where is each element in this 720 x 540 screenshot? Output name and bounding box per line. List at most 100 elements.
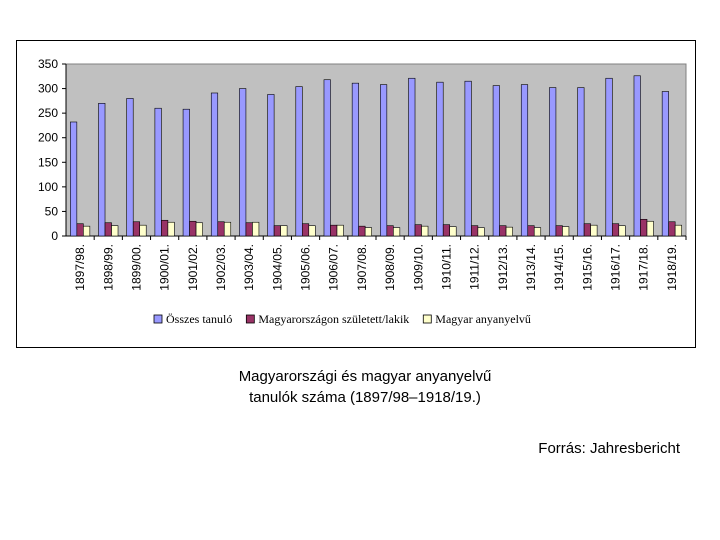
bar-1 <box>520 84 529 237</box>
legend-swatch <box>422 314 432 324</box>
bar-3 <box>83 225 91 237</box>
bar-2 <box>273 225 281 237</box>
x-tick-label: 1911/12. <box>468 244 482 290</box>
bar-2 <box>499 225 507 237</box>
x-tick-label: 1898/99. <box>101 244 115 291</box>
bar-1 <box>492 85 500 237</box>
y-tick-label: 350 <box>38 57 58 71</box>
bar-3 <box>590 224 598 237</box>
bar-3 <box>336 224 344 237</box>
bar-1 <box>605 77 613 237</box>
x-tick-label: 1910/11. <box>439 244 453 290</box>
bar-1 <box>98 103 106 237</box>
bar-1 <box>436 81 444 237</box>
bar-1 <box>464 80 472 237</box>
bar-2 <box>640 218 648 237</box>
bar-3 <box>533 227 542 237</box>
bar-2 <box>555 225 563 237</box>
bar-3 <box>646 220 654 237</box>
bar-2 <box>471 225 479 237</box>
bar-2 <box>414 224 422 237</box>
bar-2 <box>76 223 84 237</box>
bar-1 <box>380 84 388 237</box>
bar-1 <box>661 91 669 237</box>
y-tick-label: 150 <box>38 155 58 169</box>
x-tick-label: 1904/05. <box>270 244 284 291</box>
bar-2 <box>527 225 535 237</box>
bar-3 <box>562 226 570 237</box>
bar-3 <box>111 225 119 237</box>
y-tick-label: 300 <box>38 82 58 96</box>
bar-1 <box>323 79 331 237</box>
bar-3 <box>308 225 316 237</box>
bar-2 <box>104 222 112 237</box>
bar-3 <box>364 227 372 237</box>
caption-line-1: Magyarországi és magyar anyanyelvű <box>238 368 492 385</box>
bar-2 <box>611 223 620 237</box>
bar-1 <box>351 82 359 237</box>
bar-1 <box>70 121 78 237</box>
source-note: Forrás: Jahresbericht <box>538 440 680 457</box>
bar-2 <box>358 225 366 237</box>
x-tick-label: 1909/10. <box>411 244 425 291</box>
bar-1 <box>549 87 557 237</box>
bar-3 <box>195 222 203 237</box>
bar-1 <box>295 86 303 237</box>
bar-3 <box>280 225 288 237</box>
bar-2 <box>189 220 197 237</box>
bar-3 <box>505 226 513 237</box>
x-tick-label: 1906/07. <box>327 244 341 291</box>
bar-2 <box>386 225 394 237</box>
bar-2 <box>442 224 451 237</box>
bar-2 <box>583 223 591 237</box>
bar-3 <box>618 225 626 237</box>
bar-2 <box>161 219 169 237</box>
x-tick-label: 1907/08. <box>355 244 369 291</box>
x-tick-label: 1897/98. <box>73 244 87 291</box>
caption-line-2: tanulók száma (1897/98–1918/19.) <box>249 389 481 406</box>
bar-3 <box>674 224 682 237</box>
x-tick-label: 1901/02. <box>186 244 200 291</box>
legend-label: Összes tanuló <box>166 312 232 326</box>
bar-1 <box>633 75 641 237</box>
bar-3 <box>393 227 401 237</box>
x-tick-label: 1899/00. <box>129 244 143 291</box>
bar-1 <box>577 87 585 237</box>
bar-chart: 0 50 100 150 200 250 300 350 1897/98. 1898/99. 189… <box>16 40 696 348</box>
bar-3 <box>223 221 232 237</box>
x-tick-label: 1908/09. <box>383 244 397 291</box>
bar-2 <box>668 221 676 237</box>
chart-container: 0 50 100 150 200 250 300 350 1897/98. 1898/99. 189… <box>16 40 696 348</box>
x-tick-label: 1912/13. <box>496 244 510 291</box>
bar-3 <box>449 226 457 237</box>
bar-3 <box>167 221 175 237</box>
bar-1 <box>154 107 162 237</box>
x-tick-label: 1900/01. <box>158 244 172 291</box>
y-tick-label: 100 <box>38 180 58 194</box>
bar-1 <box>408 77 416 237</box>
bar-3 <box>421 225 429 237</box>
x-tick-label: 1905/06. <box>299 244 313 291</box>
bar-2 <box>217 221 225 237</box>
x-tick-label: 1916/17. <box>609 244 623 291</box>
x-tick-label: 1915/16. <box>580 244 594 291</box>
y-tick-label: 0 <box>51 229 58 243</box>
bar-3 <box>477 227 485 237</box>
y-tick-label: 50 <box>45 204 59 218</box>
bar-2 <box>301 223 310 237</box>
chart-caption: Magyarországi és magyar anyanyelvű tanul… <box>160 366 570 408</box>
bar-3 <box>252 221 260 237</box>
legend-label: Magyar anyanyelvű <box>435 312 531 326</box>
x-tick-label: 1913/14. <box>524 244 538 291</box>
bar-2 <box>245 222 253 237</box>
y-tick-label: 250 <box>38 106 58 120</box>
legend-swatch <box>245 314 255 324</box>
bar-2 <box>132 221 141 237</box>
bar-1 <box>239 88 247 237</box>
bar-1 <box>126 98 134 237</box>
legend-label: Magyarországon született/lakik <box>258 312 409 326</box>
x-tick-label: 1918/19. <box>665 244 679 291</box>
x-tick-label: 1903/04. <box>242 244 256 291</box>
bar-1 <box>267 94 275 237</box>
x-tick-label: 1902/03. <box>214 244 228 291</box>
